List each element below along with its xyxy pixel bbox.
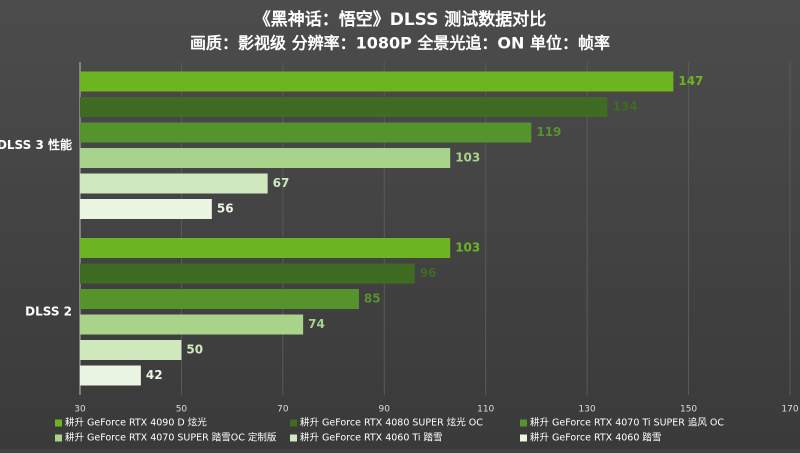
- x-tick-label: 170: [781, 405, 798, 415]
- legend-label: 耕升 GeForce RTX 4070 SUPER 踏雪OC 定制版: [65, 432, 277, 444]
- bar: [80, 148, 451, 168]
- bar: [80, 199, 212, 219]
- bar: [80, 71, 674, 92]
- value-label: 74: [308, 317, 325, 331]
- value-label: 96: [420, 266, 437, 280]
- bar: [80, 173, 268, 194]
- value-label: 50: [186, 343, 203, 357]
- bar: [80, 365, 141, 386]
- legend-label: 耕升 GeForce RTX 4070 Ti SUPER 追风 OC: [530, 417, 724, 429]
- x-tick-label: 70: [277, 405, 289, 415]
- legend-swatch: [290, 419, 297, 427]
- legend-label: 耕升 GeForce RTX 4060 踏雪: [530, 432, 661, 444]
- y-tick-label: DLSS 3 性能: [0, 137, 72, 152]
- value-label: 67: [273, 176, 290, 190]
- legend-swatch: [520, 434, 527, 442]
- bar: [80, 122, 532, 143]
- chart-subtitle: 画质：影视级 分辨率：1080P 全景光追：ON 单位：帧率: [190, 34, 610, 53]
- value-label: 56: [217, 202, 234, 216]
- x-tick-label: 50: [176, 405, 188, 415]
- value-label: 119: [536, 125, 561, 139]
- bar: [80, 263, 415, 284]
- legend-swatch: [290, 434, 297, 442]
- value-label: 134: [612, 100, 637, 114]
- x-tick-label: 110: [477, 405, 494, 415]
- x-tick-label: 130: [579, 405, 596, 415]
- value-label: 103: [455, 241, 480, 255]
- x-tick-label: 30: [74, 405, 86, 415]
- legend-label: 耕升 GeForce RTX 4060 Ti 踏雪: [300, 432, 443, 444]
- y-tick-label: DLSS 2: [25, 304, 72, 318]
- legend-swatch: [55, 419, 62, 427]
- x-tick-label: 150: [680, 405, 697, 415]
- value-label: 147: [678, 74, 703, 88]
- bar: [80, 289, 359, 309]
- legend-swatch: [520, 419, 527, 427]
- chart-title: 《黑神话：悟空》DLSS 测试数据对比: [254, 9, 547, 30]
- bar: [80, 238, 451, 258]
- value-label: 85: [364, 292, 381, 306]
- value-label: 103: [455, 151, 480, 165]
- legend-label: 耕升 GeForce RTX 4080 SUPER 炫光 OC: [300, 417, 483, 429]
- bar: [80, 340, 182, 360]
- bar: [80, 97, 608, 117]
- value-label: 42: [146, 368, 163, 382]
- legend-label: 耕升 GeForce RTX 4090 D 炫光: [65, 417, 207, 429]
- bar: [80, 314, 304, 335]
- legend-swatch: [55, 434, 62, 442]
- x-tick-label: 90: [379, 405, 391, 415]
